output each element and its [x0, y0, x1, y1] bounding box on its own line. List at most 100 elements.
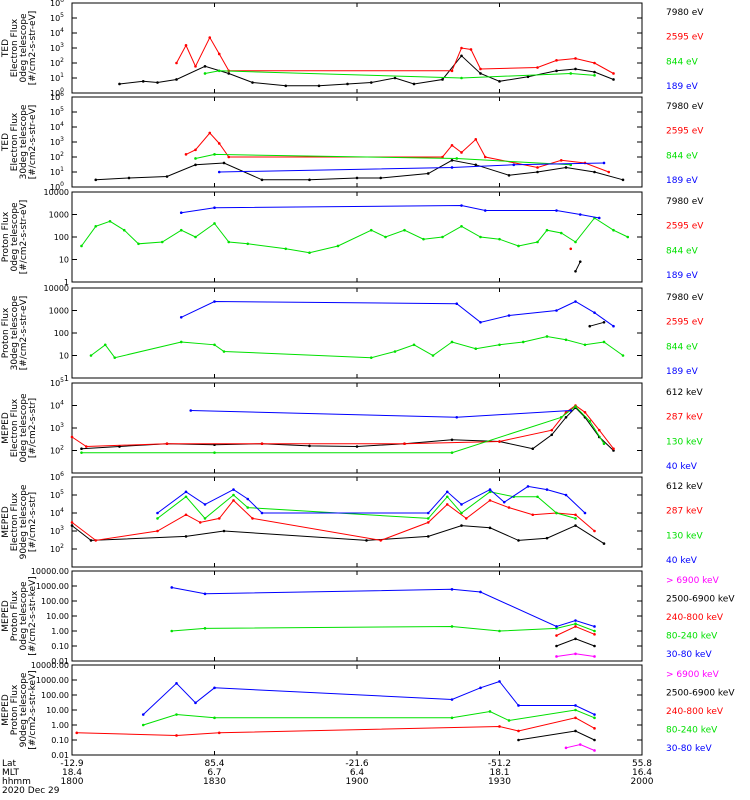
data-point	[583, 511, 587, 515]
data-point	[555, 644, 558, 648]
y-tick-base: 10	[50, 93, 60, 102]
data-point	[545, 536, 549, 540]
data-point	[545, 335, 549, 338]
data-point	[213, 153, 216, 156]
panel-3: 1 10 100 1000 10000 Proton Flux0deg telescope…	[1, 188, 704, 287]
series-line	[589, 321, 605, 327]
data-point	[141, 723, 145, 727]
data-point	[213, 222, 216, 225]
y-tick-base: 10	[50, 138, 60, 147]
legend-entry: 40 keV	[666, 556, 698, 566]
y-tick-exponent: 5	[60, 12, 64, 19]
y-tick-exponent: 3	[60, 136, 64, 143]
y-axis-label-line: 30deg telescope	[19, 104, 29, 179]
data-point	[507, 719, 511, 722]
y-axis-label-line: [#/cm2-s-str]	[28, 492, 38, 552]
panel-4: 1 10 100 1000 10000 Proton Flux30deg telescop…	[1, 284, 704, 383]
data-point	[593, 74, 596, 77]
data-point	[621, 178, 625, 182]
data-point	[479, 320, 482, 324]
y-tick-exponent: 4	[60, 507, 64, 514]
data-point	[574, 625, 577, 628]
y-tick-exponent: 4	[60, 27, 64, 34]
y-tick-label: 106	[50, 471, 64, 482]
data-point	[578, 213, 582, 216]
y-tick-base: 10	[50, 153, 60, 162]
x-tick-label-hhmm: 1900	[346, 777, 369, 787]
y-tick-label: 1000	[49, 307, 69, 316]
data-point	[198, 521, 202, 524]
data-point	[222, 529, 226, 533]
data-point	[450, 166, 454, 169]
data-point	[612, 72, 615, 75]
legend-entry: 612 keV	[666, 388, 703, 398]
data-point	[203, 592, 207, 596]
legend-entry: 844 eV	[666, 246, 699, 256]
y-tick-label: 1000	[49, 211, 69, 220]
data-point	[498, 629, 501, 633]
data-point	[555, 625, 558, 628]
data-point	[217, 142, 221, 145]
data-point	[593, 170, 596, 174]
y-tick-base: 10	[50, 545, 60, 554]
y-tick-exponent: 4	[60, 400, 64, 407]
y-tick-label: 105	[50, 12, 64, 23]
y-tick-exponent: 6	[60, 91, 64, 98]
x-tick-label-hhmm: 1830	[203, 777, 226, 787]
data-point	[70, 435, 74, 439]
data-point	[526, 75, 530, 79]
data-point	[574, 67, 577, 71]
data-point	[160, 240, 164, 244]
data-point	[284, 247, 288, 251]
data-point	[550, 433, 554, 437]
series-40-kev	[156, 485, 587, 515]
panel-8: 0.010.101.0010.00100.001000.0010000.00ME…	[1, 661, 735, 760]
legend-entry: 80-240 keV	[666, 632, 718, 642]
data-point	[70, 521, 74, 524]
data-point	[208, 131, 212, 135]
y-tick-label: 0.01	[51, 657, 69, 666]
data-point	[184, 513, 188, 517]
data-point	[75, 731, 79, 735]
y-tick-base: 10	[50, 402, 60, 411]
data-point	[184, 495, 188, 499]
data-point	[194, 157, 197, 160]
data-point	[574, 57, 577, 60]
x-tick-label-mlt: 6.4	[350, 768, 365, 778]
data-point	[194, 65, 197, 68]
data-point	[379, 539, 383, 542]
y-tick-exponent: 0	[60, 181, 64, 188]
y-tick-exponent: 4	[60, 121, 64, 128]
legend-entry: 30-80 keV	[666, 650, 712, 660]
y-axis-label-line: Electron Flux	[10, 112, 20, 171]
data-point	[203, 627, 207, 630]
data-point	[593, 633, 596, 636]
series-189-ev	[179, 300, 615, 328]
y-tick-label: 0.10	[51, 736, 69, 745]
series-line	[181, 300, 614, 327]
series-2595-ev	[184, 131, 611, 174]
legend-entry: 130 keV	[666, 531, 703, 541]
data-point	[213, 300, 216, 303]
data-point	[583, 410, 587, 414]
data-point	[217, 170, 221, 174]
data-point	[445, 503, 449, 506]
series-40-kev	[189, 409, 573, 419]
data-point	[555, 69, 558, 73]
data-point	[94, 539, 98, 542]
y-tick-exponent: 3	[60, 42, 64, 49]
y-axis-label-line: TED	[1, 39, 11, 58]
series-line	[71, 525, 605, 545]
data-point	[531, 447, 535, 451]
legend-entry: 844 eV	[666, 151, 699, 161]
y-tick-label: 103	[50, 42, 64, 53]
y-tick-base: 10	[50, 447, 60, 456]
data-point	[498, 680, 501, 683]
plot-frame	[71, 664, 643, 756]
data-point	[184, 535, 188, 538]
data-point	[607, 170, 611, 174]
y-tick-base: 10	[50, 14, 60, 23]
y-tick-label: 10000.00	[31, 567, 69, 576]
y-tick-label: 102	[50, 57, 64, 68]
